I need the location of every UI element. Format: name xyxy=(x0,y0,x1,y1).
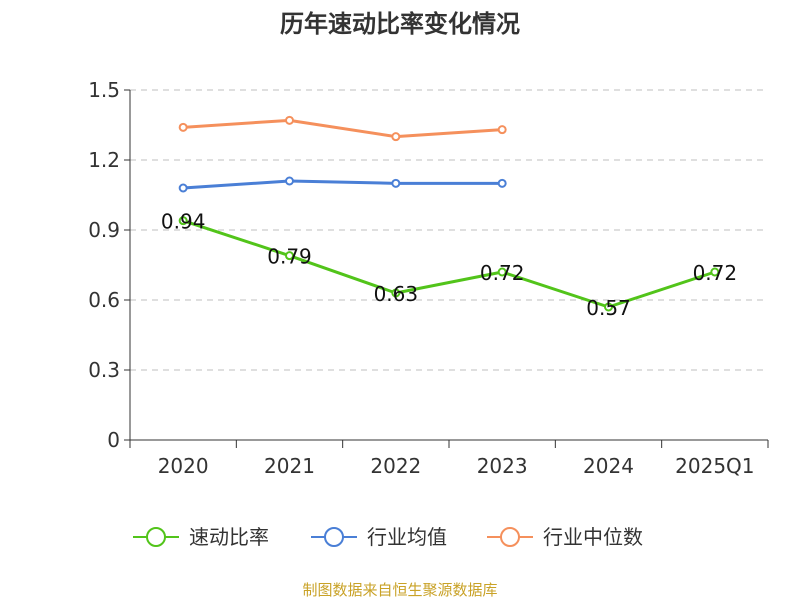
data-label-4: 0.57 xyxy=(586,296,631,320)
series-lines xyxy=(178,115,720,312)
series-2-point-3 xyxy=(497,125,507,135)
series-0-point-3 xyxy=(497,267,507,277)
legend-label-0: 速动比率 xyxy=(189,525,269,549)
series-1-point-1 xyxy=(285,176,294,186)
legend-marker-0 xyxy=(146,527,166,547)
y-tick-label-4: 1.2 xyxy=(88,148,120,172)
y-tick-label-0: 0 xyxy=(107,428,120,452)
axes: 0 0.3 0.6 0.9 1.2 1.5 2020 2021 2022 2023 2024 2025… xyxy=(88,78,769,478)
legend-label-2: 行业中位数 xyxy=(543,525,643,549)
series-1-point-0 xyxy=(178,183,188,193)
series-0-point-4 xyxy=(604,302,613,312)
series-line-2 xyxy=(183,118,503,139)
x-tick-label-5: 2025Q1 xyxy=(675,454,754,478)
x-tick-label-1: 2021 xyxy=(264,454,315,478)
series-0-point-5 xyxy=(710,267,720,277)
series-2-point-0 xyxy=(178,122,188,132)
legend-marker-2 xyxy=(500,527,520,547)
series-2-point-2 xyxy=(391,132,401,142)
data-label-5: 0.72 xyxy=(693,261,738,285)
legend-label-1: 行业均值 xyxy=(367,525,447,549)
x-tick-label-2: 2022 xyxy=(370,454,421,478)
series-line-0 xyxy=(182,219,716,309)
legend-marker-1 xyxy=(324,527,344,547)
legend: 速动比率 行业均值 行业中位数 xyxy=(133,525,643,549)
series-2-point-1 xyxy=(285,115,294,125)
series-line-1 xyxy=(183,179,503,190)
data-label-2: 0.63 xyxy=(374,282,419,306)
x-tick-label-4: 2024 xyxy=(583,454,634,478)
data-labels: 0.94 0.79 0.63 0.72 0.57 0.72 xyxy=(161,210,737,320)
y-tick-label-3: 0.9 xyxy=(88,218,120,242)
x-tick-label-0: 2020 xyxy=(158,454,209,478)
data-label-3: 0.72 xyxy=(480,261,525,285)
source-note: 制图数据来自恒生聚源数据库 xyxy=(302,581,497,599)
series-1-point-3 xyxy=(497,178,507,188)
series-0-point-2 xyxy=(391,288,401,298)
data-label-0: 0.94 xyxy=(161,210,206,234)
data-label-1: 0.79 xyxy=(267,245,312,269)
grid-lines xyxy=(130,89,768,371)
series-0-point-1 xyxy=(285,251,294,261)
y-tick-label-5: 1.5 xyxy=(88,78,120,102)
chart-title: 历年速动比率变化情况 xyxy=(280,10,520,38)
series-1-point-2 xyxy=(391,178,401,188)
x-tick-label-3: 2023 xyxy=(477,454,528,478)
y-tick-label-2: 0.6 xyxy=(88,288,120,312)
y-tick-label-1: 0.3 xyxy=(88,358,120,382)
series-0-point-0 xyxy=(178,216,188,226)
